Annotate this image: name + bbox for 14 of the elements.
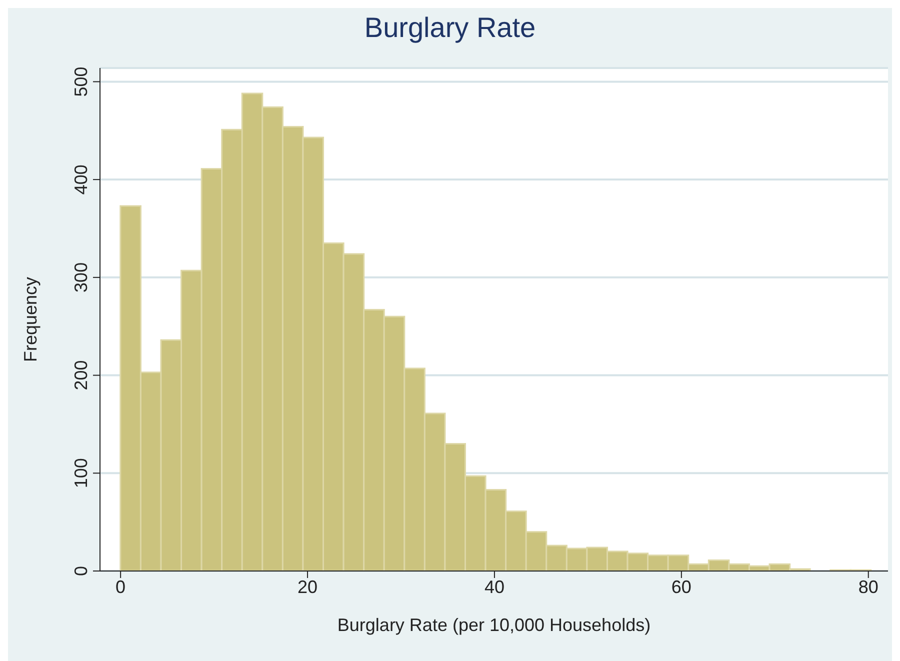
y-tick-label: 0 xyxy=(71,566,91,576)
x-tick-label: 0 xyxy=(116,576,126,597)
y-tick-label: 200 xyxy=(71,360,91,390)
y-tick-label: 300 xyxy=(71,262,91,292)
x-tick-label: 40 xyxy=(484,576,504,597)
y-tick-label: 500 xyxy=(71,66,91,97)
x-tick-label: 60 xyxy=(671,576,692,597)
y-tick-label: 100 xyxy=(71,458,91,488)
chart-title: Burglary Rate xyxy=(363,11,537,45)
x-axis-title: Burglary Rate (per 10,000 Households) xyxy=(337,615,651,635)
y-tick-label: 400 xyxy=(71,164,91,195)
y-axis-title: Frequency xyxy=(20,276,40,362)
x-tick-label: 80 xyxy=(858,576,878,597)
x-tick-label: 20 xyxy=(298,576,318,597)
